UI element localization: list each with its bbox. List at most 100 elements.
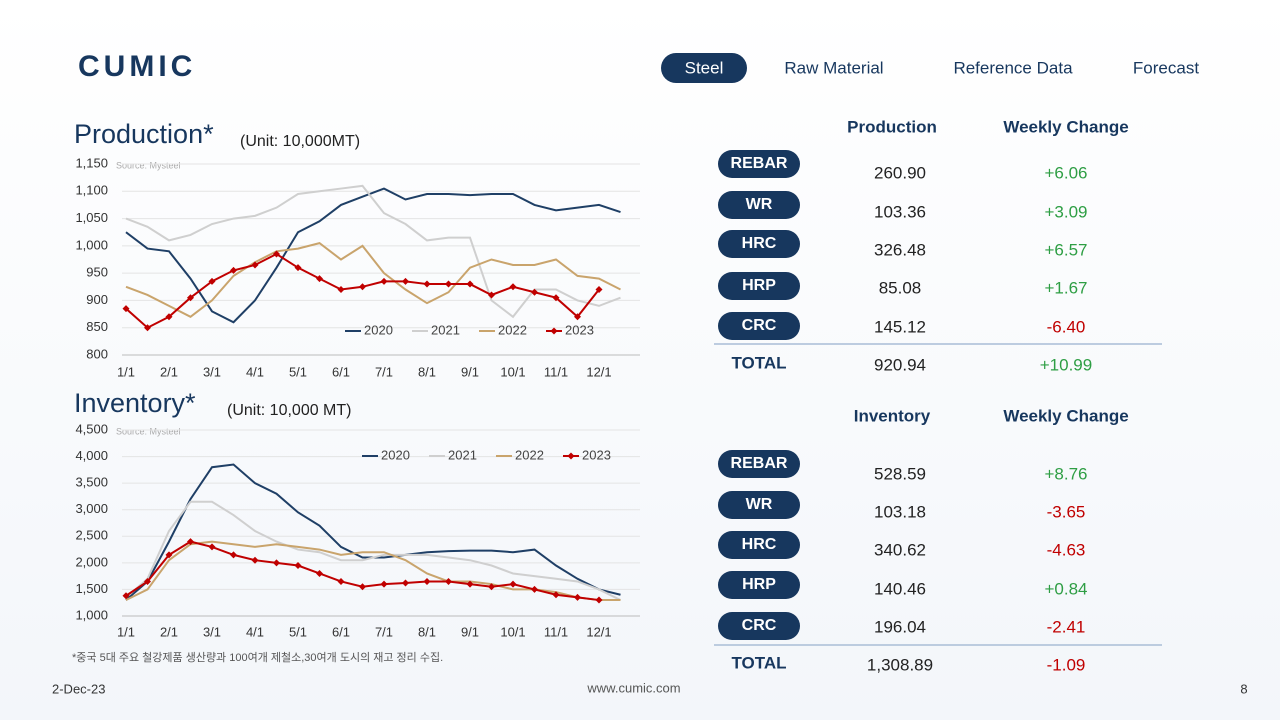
series-marker bbox=[466, 580, 474, 588]
x-tick-label: 4/1 bbox=[246, 364, 264, 379]
series-marker bbox=[380, 277, 388, 285]
row-pill bbox=[718, 312, 800, 340]
series-marker bbox=[230, 266, 237, 274]
row-label: HRP bbox=[742, 576, 776, 593]
legend-label: 2021 bbox=[448, 447, 477, 462]
series-marker bbox=[423, 577, 431, 585]
series-line bbox=[125, 187, 621, 324]
row-label: REBAR bbox=[731, 455, 788, 472]
y-tick-label: 1,000 bbox=[75, 607, 108, 622]
chart-title: Inventory* bbox=[74, 388, 196, 418]
legend-label: 2020 bbox=[381, 447, 410, 462]
row-label: CRC bbox=[742, 317, 777, 334]
x-tick-label: 7/1 bbox=[375, 624, 393, 639]
row-pill bbox=[718, 531, 800, 559]
row-pill bbox=[718, 272, 800, 300]
series-marker bbox=[187, 538, 194, 546]
series-marker bbox=[144, 577, 151, 585]
row-pill bbox=[718, 612, 800, 640]
table-header: Production bbox=[847, 117, 937, 136]
row-change: -6.40 bbox=[1047, 317, 1086, 336]
x-tick-label: 6/1 bbox=[332, 364, 350, 379]
x-tick-label: 12/1 bbox=[586, 364, 611, 379]
series-marker bbox=[251, 261, 259, 269]
series-marker bbox=[552, 591, 560, 599]
series-marker bbox=[165, 313, 173, 321]
series-marker bbox=[574, 313, 581, 321]
y-tick-label: 2,000 bbox=[75, 554, 108, 569]
nav-item[interactable]: Raw Material bbox=[784, 58, 883, 77]
series-marker bbox=[509, 580, 517, 588]
row-value: 528.59 bbox=[874, 464, 926, 483]
series-marker bbox=[380, 580, 388, 588]
series-marker bbox=[488, 583, 495, 591]
y-tick-label: 1,500 bbox=[75, 581, 108, 596]
series-marker bbox=[402, 579, 409, 587]
y-tick-label: 800 bbox=[86, 346, 108, 361]
x-tick-label: 2/1 bbox=[160, 364, 178, 379]
series-line bbox=[125, 463, 621, 601]
series-marker bbox=[251, 556, 259, 564]
x-tick-label: 12/1 bbox=[586, 624, 611, 639]
logo: CUMIC bbox=[78, 50, 196, 83]
y-tick-label: 950 bbox=[86, 265, 108, 280]
nav-item[interactable]: Forecast bbox=[1133, 58, 1199, 77]
series-marker bbox=[574, 593, 581, 601]
row-change: -4.63 bbox=[1047, 540, 1086, 559]
x-tick-label: 2/1 bbox=[160, 624, 178, 639]
series-marker bbox=[337, 286, 345, 294]
series-marker bbox=[445, 280, 452, 288]
row-pill bbox=[718, 571, 800, 599]
row-change: +6.06 bbox=[1044, 163, 1087, 182]
row-change: -3.65 bbox=[1047, 502, 1086, 521]
series-marker bbox=[509, 283, 517, 291]
row-value: 145.12 bbox=[874, 317, 926, 336]
y-tick-label: 2,500 bbox=[75, 528, 108, 543]
series-marker bbox=[165, 551, 173, 559]
series-marker bbox=[552, 294, 560, 302]
row-label: WR bbox=[746, 196, 773, 213]
total-label: TOTAL bbox=[731, 353, 786, 372]
series-marker bbox=[208, 277, 216, 285]
series-marker bbox=[316, 569, 323, 577]
series-marker bbox=[359, 283, 366, 291]
row-label: CRC bbox=[742, 617, 777, 634]
x-tick-label: 9/1 bbox=[461, 364, 479, 379]
legend-marker bbox=[550, 327, 558, 335]
series-marker bbox=[531, 585, 538, 593]
x-tick-label: 10/1 bbox=[500, 624, 525, 639]
nav-item[interactable]: Reference Data bbox=[953, 58, 1073, 77]
legend-label: 2020 bbox=[364, 322, 393, 337]
x-tick-label: 8/1 bbox=[418, 624, 436, 639]
row-label: REBAR bbox=[731, 155, 788, 172]
row-change: +8.76 bbox=[1044, 464, 1087, 483]
legend-label: 2021 bbox=[431, 322, 460, 337]
series-marker bbox=[273, 250, 280, 258]
series-marker bbox=[466, 280, 474, 288]
footnote: *중국 5대 주요 철강제품 생산량과 100여개 제철소,30여개 도시의 재… bbox=[72, 651, 443, 664]
series-marker bbox=[122, 592, 130, 600]
series-marker bbox=[337, 577, 345, 585]
row-value: 196.04 bbox=[874, 617, 926, 636]
x-tick-label: 3/1 bbox=[203, 624, 221, 639]
legend-marker bbox=[567, 452, 575, 460]
table-header: Inventory bbox=[854, 406, 931, 425]
x-tick-label: 3/1 bbox=[203, 364, 221, 379]
legend-label: 2022 bbox=[498, 322, 527, 337]
row-change: +0.84 bbox=[1044, 579, 1087, 598]
table-header: Weekly Change bbox=[1003, 406, 1128, 425]
y-tick-label: 4,500 bbox=[75, 421, 108, 436]
series-marker bbox=[488, 291, 495, 299]
series-line bbox=[125, 184, 621, 319]
row-pill bbox=[718, 450, 800, 478]
nav-item[interactable]: Steel bbox=[685, 58, 724, 77]
y-tick-label: 850 bbox=[86, 319, 108, 334]
row-label: HRP bbox=[742, 277, 776, 294]
footer-date: 2-Dec-23 bbox=[52, 681, 105, 696]
series-line bbox=[125, 540, 621, 602]
total-change: +10.99 bbox=[1040, 355, 1092, 374]
series-marker bbox=[423, 280, 431, 288]
row-change: +1.67 bbox=[1044, 278, 1087, 297]
x-tick-label: 4/1 bbox=[246, 624, 264, 639]
